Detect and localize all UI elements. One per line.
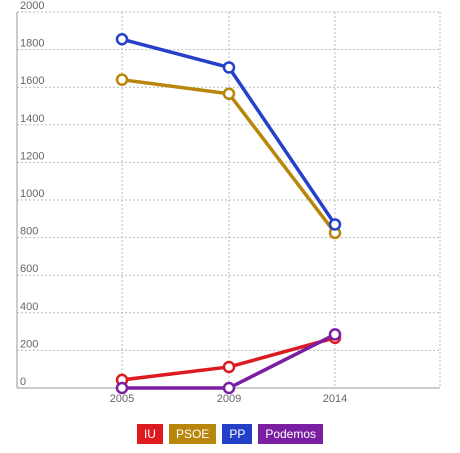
data-point-pp: [115, 33, 129, 46]
chart-legend: IU PSOE PP Podemos: [0, 424, 460, 446]
data-point-podemos: [222, 381, 236, 395]
legend-item-psoe[interactable]: PSOE: [168, 424, 217, 444]
y-tick-label: 1600: [20, 75, 44, 87]
y-tick-label: 200: [20, 338, 38, 350]
y-tick-label: 1000: [20, 188, 44, 200]
series-lines: [115, 33, 342, 395]
x-tick-label: 2005: [110, 393, 134, 405]
x-tick-label: 2014: [323, 393, 347, 405]
y-tick-label: 2000: [20, 0, 44, 12]
data-point-pp: [328, 218, 342, 231]
y-tick-label: 1800: [20, 38, 44, 50]
line-chart: 0 200 400 600 800 1000 1200 1400 1600 1800 2000 20…: [16, 0, 441, 405]
y-tick-label: 800: [20, 226, 38, 238]
y-tick-label: 600: [20, 263, 38, 275]
data-point-podemos: [328, 328, 342, 341]
y-tick-label: 0: [20, 376, 26, 388]
y-tick-label: 400: [20, 301, 38, 313]
legend-item-iu[interactable]: IU: [136, 424, 163, 444]
data-point-iu: [222, 360, 236, 374]
data-point-podemos: [115, 381, 129, 395]
y-tick-label: 1200: [20, 150, 44, 162]
data-point-psoe: [115, 73, 129, 86]
data-point-pp: [222, 61, 236, 74]
y-tick-label: 1400: [20, 113, 44, 125]
grid-lines: [16, 11, 441, 389]
legend-item-podemos[interactable]: Podemos: [258, 424, 324, 444]
legend-item-pp[interactable]: PP: [222, 424, 253, 444]
x-tick-label: 2009: [217, 393, 241, 405]
data-point-psoe: [222, 87, 236, 101]
y-axis-tick-labels: 0 200 400 600 800 1000 1200 1400 1600 1800 2000: [20, 0, 44, 388]
x-axis-tick-labels: 2005 2009 2014: [110, 393, 347, 405]
